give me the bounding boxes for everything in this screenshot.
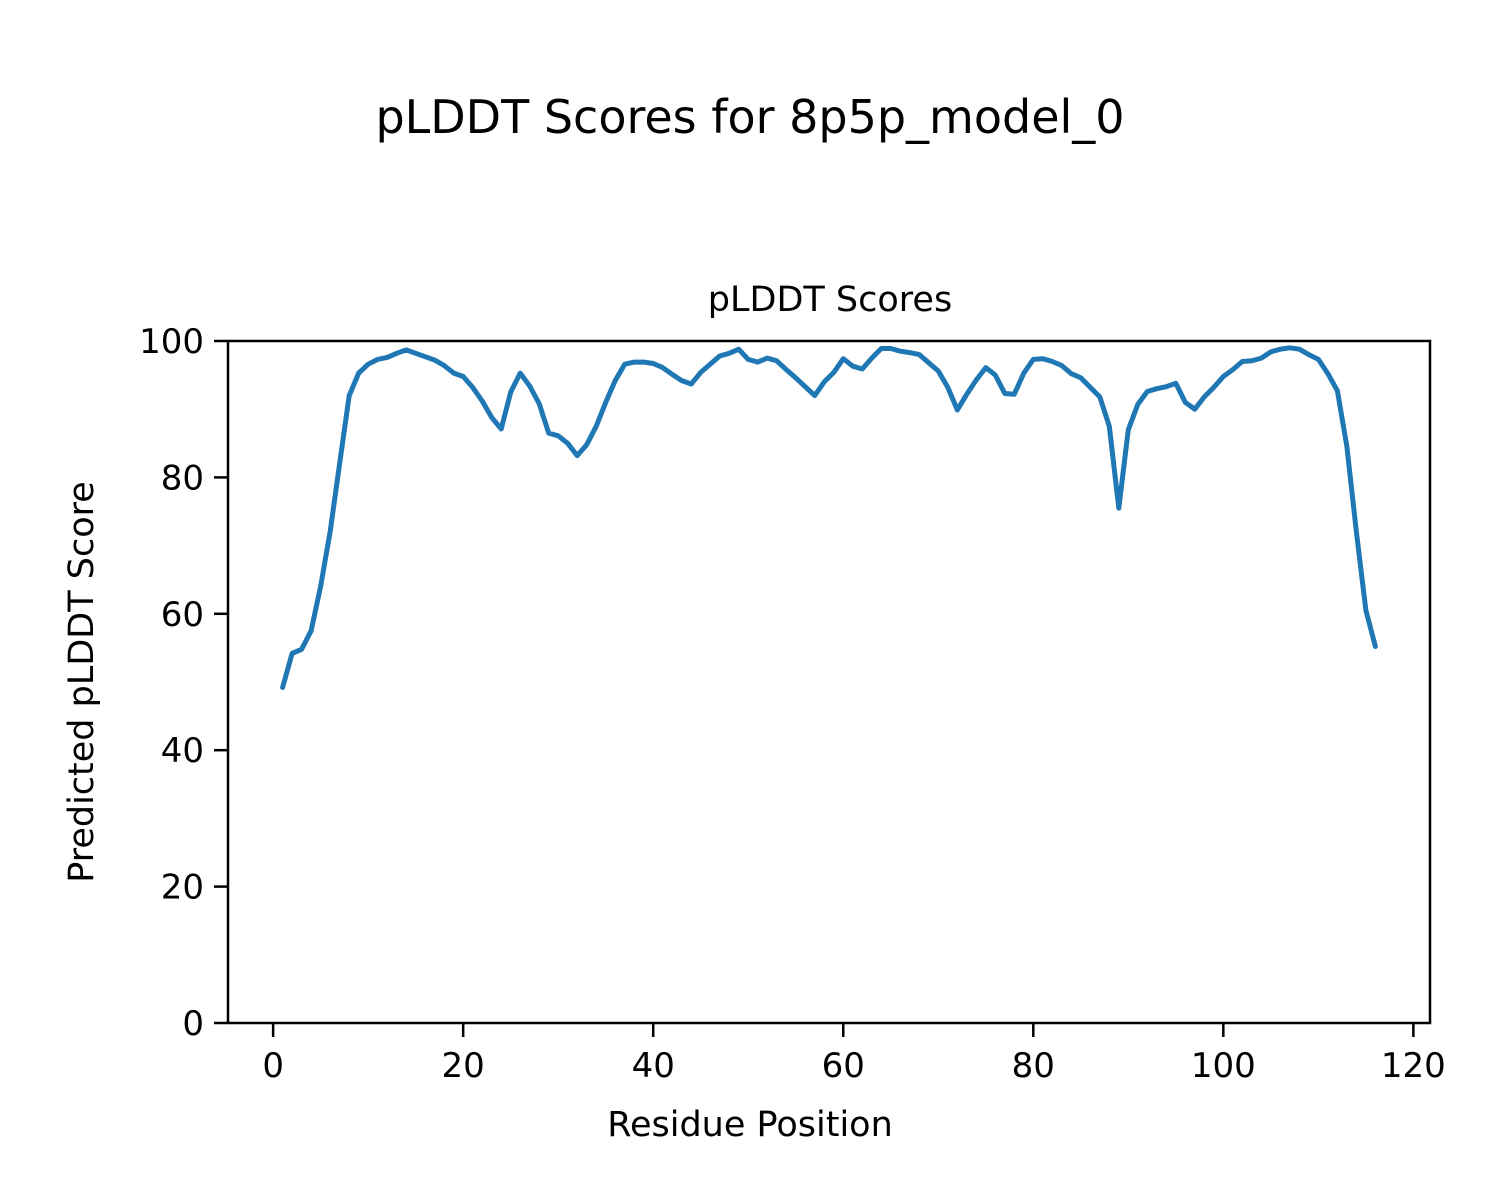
x-tick-label: 100 bbox=[1191, 1046, 1256, 1086]
x-tick-label: 20 bbox=[442, 1046, 485, 1086]
y-tick-label: 100 bbox=[139, 322, 204, 362]
plddt-line bbox=[280, 345, 1378, 690]
y-tick-label: 40 bbox=[161, 731, 204, 771]
y-axis-ticks: 0 20 40 60 80 100 bbox=[139, 322, 228, 1044]
x-tick-label: 40 bbox=[632, 1046, 675, 1086]
x-tick-label: 80 bbox=[1012, 1046, 1055, 1086]
figure-title: pLDDT Scores for 8p5p_model_0 bbox=[375, 90, 1125, 144]
x-axis-label: Residue Position bbox=[607, 1105, 893, 1145]
y-tick-label: 80 bbox=[161, 458, 204, 498]
x-tick-label: 60 bbox=[822, 1046, 865, 1086]
y-tick-label: 20 bbox=[161, 868, 204, 908]
x-tick-label: 120 bbox=[1381, 1046, 1446, 1086]
axes-frame bbox=[226, 339, 1432, 1025]
axes-title: pLDDT Scores bbox=[707, 280, 953, 320]
x-tick-label: 0 bbox=[262, 1046, 284, 1086]
y-tick-label: 60 bbox=[161, 595, 204, 635]
x-axis-ticks: 0 20 40 60 80 100 120 bbox=[262, 1023, 1446, 1086]
y-tick-label: 0 bbox=[182, 1004, 204, 1044]
